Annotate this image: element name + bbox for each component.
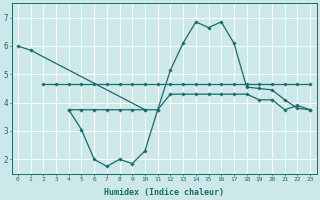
X-axis label: Humidex (Indice chaleur): Humidex (Indice chaleur) xyxy=(104,188,224,197)
